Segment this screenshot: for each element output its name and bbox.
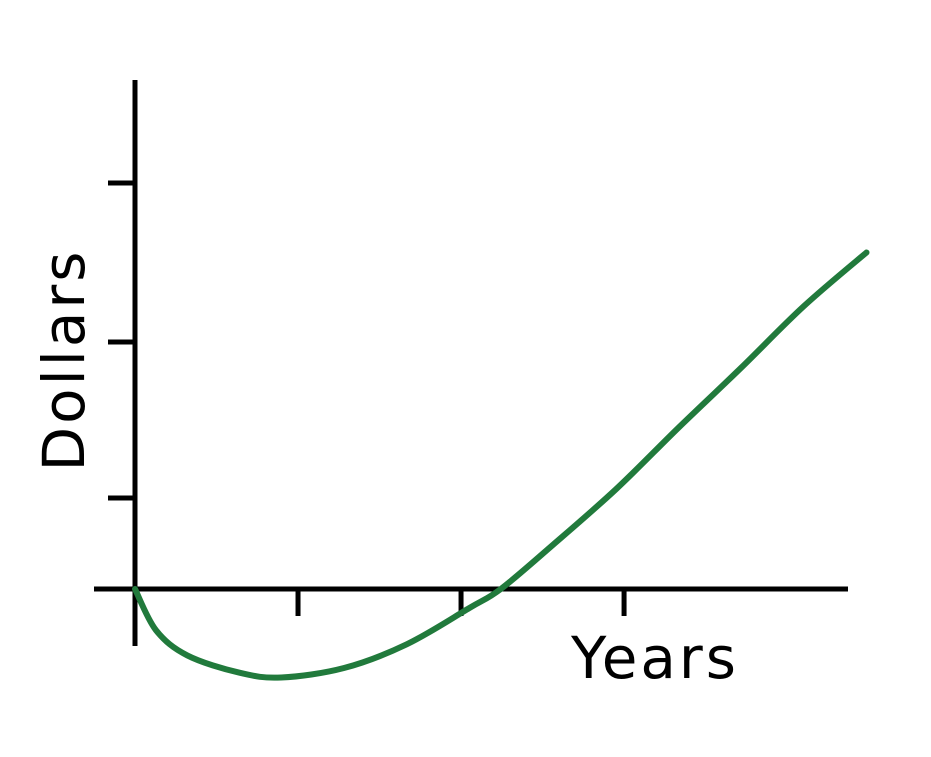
x-axis-label: Years	[570, 624, 739, 692]
series-line	[132, 249, 870, 681]
tick-marks	[108, 180, 627, 616]
y-axis-label: Dollars	[30, 249, 98, 472]
